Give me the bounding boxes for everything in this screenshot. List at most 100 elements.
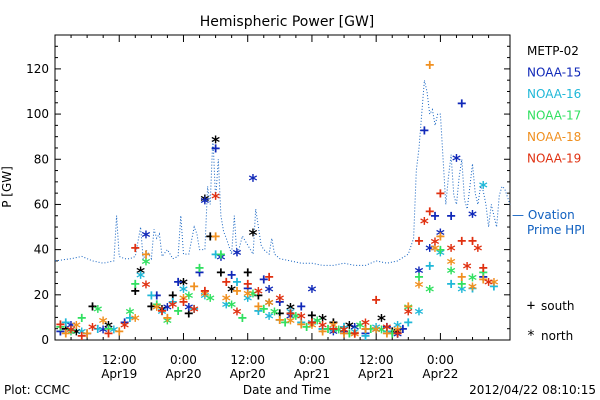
data-point-noaa-16: +	[275, 311, 284, 329]
data-point-noaa-17: +	[281, 313, 290, 331]
data-point-noaa-18: +	[340, 324, 349, 342]
data-point-noaa-18: *	[200, 287, 210, 307]
data-point-noaa-15: +	[431, 207, 440, 225]
data-point-noaa-18: +	[163, 308, 172, 326]
data-point-noaa-16: *	[457, 282, 467, 302]
data-point-noaa-17: +	[152, 295, 161, 313]
data-point-noaa-15: *	[371, 323, 381, 343]
data-point-noaa-19: +	[131, 238, 140, 256]
data-point-noaa-19: *	[473, 242, 483, 262]
data-point-noaa-18: *	[414, 278, 424, 298]
data-point-noaa-17: *	[425, 282, 435, 302]
data-point-noaa-17: *	[125, 305, 135, 325]
data-point-noaa-19: *	[419, 215, 429, 235]
data-point-noaa-18: +	[275, 311, 284, 329]
data-point-noaa-19: +	[307, 313, 316, 331]
data-point-noaa-16: +	[425, 256, 434, 274]
data-point-noaa-17: +	[388, 324, 397, 342]
data-point-noaa-19: *	[119, 318, 129, 338]
data-point-metp-02: +	[388, 322, 397, 340]
data-point-noaa-17: *	[446, 264, 456, 284]
data-point-noaa-16: +	[382, 322, 391, 340]
data-point-noaa-17: *	[93, 303, 103, 323]
y-tick-label: 20	[34, 288, 49, 302]
data-point-noaa-18: +	[404, 297, 413, 315]
ovation-legend-label-line2: Prime HPI	[527, 223, 585, 237]
data-point-noaa-15: +	[340, 322, 349, 340]
data-point-noaa-18: +	[190, 277, 199, 295]
data-point-noaa-19: *	[189, 303, 199, 323]
marker-symbol-south: +	[527, 298, 535, 314]
data-point-noaa-15: *	[98, 323, 108, 343]
data-point-noaa-18: *	[328, 318, 338, 338]
data-point-noaa-19: +	[350, 324, 359, 342]
data-point-noaa-19: *	[430, 235, 440, 255]
y-tick-label: 80	[34, 152, 49, 166]
data-point-noaa-19: +	[265, 268, 274, 286]
data-point-noaa-17: +	[479, 263, 488, 281]
data-point-noaa-17: *	[141, 255, 151, 275]
data-point-noaa-18: *	[430, 242, 440, 262]
satellite-points: + *+*+*+ *+ *+*+*+*+*+* + * + * + * + * +*+ * + *+*+*+*…	[56, 55, 499, 347]
data-point-metp-02: *	[178, 276, 188, 296]
data-point-noaa-18: *	[446, 255, 456, 275]
data-point-noaa-17: *	[227, 298, 237, 318]
data-point-noaa-19: *	[462, 260, 472, 280]
data-point-noaa-18: *	[467, 280, 477, 300]
x-axis: 12:00Apr190:00Apr2012:00Apr200:00Apr2112…	[70, 35, 490, 381]
marker-symbol-north: *	[527, 328, 535, 344]
data-point-noaa-17: +	[131, 275, 140, 293]
data-point-metp-02: +	[307, 306, 316, 324]
data-point-noaa-15: +	[275, 293, 284, 311]
data-point-noaa-19: +	[200, 281, 209, 299]
data-point-noaa-19: +	[77, 326, 86, 344]
data-point-noaa-17: +	[345, 324, 354, 342]
data-point-noaa-16: *	[350, 325, 360, 345]
data-point-noaa-19: *	[483, 276, 493, 296]
data-point-noaa-16: +	[93, 320, 102, 338]
data-point-metp-02: *	[264, 296, 274, 316]
data-point-noaa-15: *	[392, 327, 402, 347]
data-point-metp-02: *	[344, 318, 354, 338]
y-tick-label: 120	[26, 62, 49, 76]
data-point-noaa-19: +	[393, 324, 402, 342]
data-point-noaa-19: *	[318, 318, 328, 338]
x-tick-label-time: 0:00	[298, 353, 325, 367]
data-point-noaa-17: *	[334, 323, 344, 343]
marker-label-north: north	[541, 329, 573, 343]
data-point-metp-02: *	[376, 312, 386, 332]
data-point-noaa-17: +	[104, 320, 113, 338]
x-tick-label-date: Apr20	[165, 367, 201, 381]
x-tick-label-date: Apr21	[294, 367, 330, 381]
x-tick-label-date: Apr22	[422, 367, 458, 381]
data-point-metp-02: +	[61, 320, 70, 338]
data-point-noaa-17: *	[66, 325, 76, 345]
data-point-noaa-15: +	[420, 121, 429, 139]
data-point-noaa-16: *	[414, 305, 424, 325]
data-point-noaa-19: *	[360, 316, 370, 336]
data-point-noaa-15: +	[211, 139, 220, 157]
legend-noaa-16: NOAA-16	[527, 87, 581, 101]
data-point-noaa-16: +	[340, 317, 349, 335]
data-point-noaa-16: *	[392, 318, 402, 338]
data-point-noaa-17: *	[291, 309, 301, 329]
data-point-noaa-18: +	[297, 315, 306, 333]
data-point-noaa-16: *	[178, 282, 188, 302]
data-point-noaa-15: +	[227, 265, 236, 283]
data-point-noaa-17: +	[195, 259, 204, 277]
data-point-noaa-15: *	[66, 318, 76, 338]
data-point-noaa-19: +	[222, 272, 231, 290]
data-point-metp-02: +	[216, 263, 225, 281]
data-point-noaa-15: *	[414, 264, 424, 284]
data-point-noaa-15: +	[297, 297, 306, 315]
data-point-noaa-16: *	[243, 291, 253, 311]
data-point-noaa-16: *	[157, 305, 167, 325]
data-point-noaa-19: *	[382, 321, 392, 341]
data-point-noaa-17: +	[366, 320, 375, 338]
data-point-noaa-16: +	[468, 279, 477, 297]
data-point-noaa-18: *	[178, 291, 188, 311]
plot-timestamp: 2012/04/22 08:10:15	[469, 383, 596, 397]
data-point-noaa-19: +	[425, 202, 434, 220]
data-point-noaa-16: *	[328, 323, 338, 343]
